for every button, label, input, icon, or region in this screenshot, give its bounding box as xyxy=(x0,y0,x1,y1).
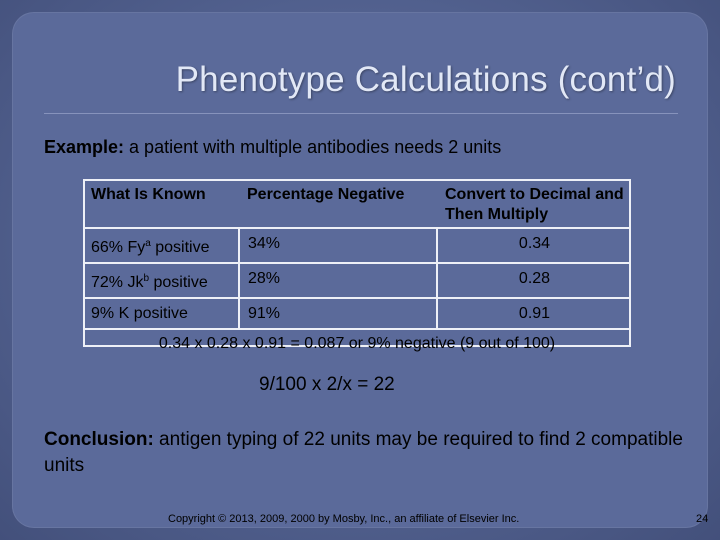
decimal-cell: 0.34 xyxy=(436,227,631,263)
title-divider xyxy=(44,113,678,114)
percent-negative-cell: 34% xyxy=(238,227,437,263)
conclusion-text: Conclusion: antigen typing of 22 units m… xyxy=(44,427,684,479)
conclusion-label: Conclusion: xyxy=(44,429,154,450)
summary-calculation: 0.34 x 0.28 x 0.91 = 0.087 or 9% negativ… xyxy=(83,328,631,358)
header-what-is-known: What Is Known xyxy=(91,186,206,203)
percent-negative-cell: 91% xyxy=(238,297,437,329)
known-cell: 66% Fya positive xyxy=(83,227,239,263)
conclusion-body: antigen typing of 22 units may be requir… xyxy=(44,429,683,476)
header-percentage-negative: Percentage Negative xyxy=(247,186,405,203)
known-cell: 9% K positive xyxy=(83,297,239,329)
decimal-cell: 0.91 xyxy=(436,297,631,329)
page-number: 24 xyxy=(696,513,709,525)
table-header-row: What Is Known Percentage Negative Conver… xyxy=(83,179,631,228)
header-convert-multiply: Convert to Decimal and Then Multiply xyxy=(445,186,624,223)
table-row: 66% Fya positive 34% 0.34 xyxy=(83,227,631,263)
example-label: Example: xyxy=(44,137,125,157)
slide-title: Phenotype Calculations (cont’d) xyxy=(175,60,676,99)
example-line: Example: a patient with multiple antibod… xyxy=(44,137,501,158)
table-row: 72% Jkb positive 28% 0.28 xyxy=(83,262,631,298)
known-cell: 72% Jkb positive xyxy=(83,262,239,298)
decimal-cell: 0.28 xyxy=(436,262,631,298)
table-row: 9% K positive 91% 0.91 xyxy=(83,297,631,329)
percent-negative-cell: 28% xyxy=(238,262,437,298)
table-summary-row: 0.34 x 0.28 x 0.91 = 0.087 or 9% negativ… xyxy=(83,328,631,358)
example-text: a patient with multiple antibodies needs… xyxy=(124,137,502,157)
equation: 9/100 x 2/x = 22 xyxy=(259,374,395,395)
copyright-notice: Copyright © 2013, 2009, 2000 by Mosby, I… xyxy=(168,513,520,525)
phenotype-table: What Is Known Percentage Negative Conver… xyxy=(83,179,631,358)
